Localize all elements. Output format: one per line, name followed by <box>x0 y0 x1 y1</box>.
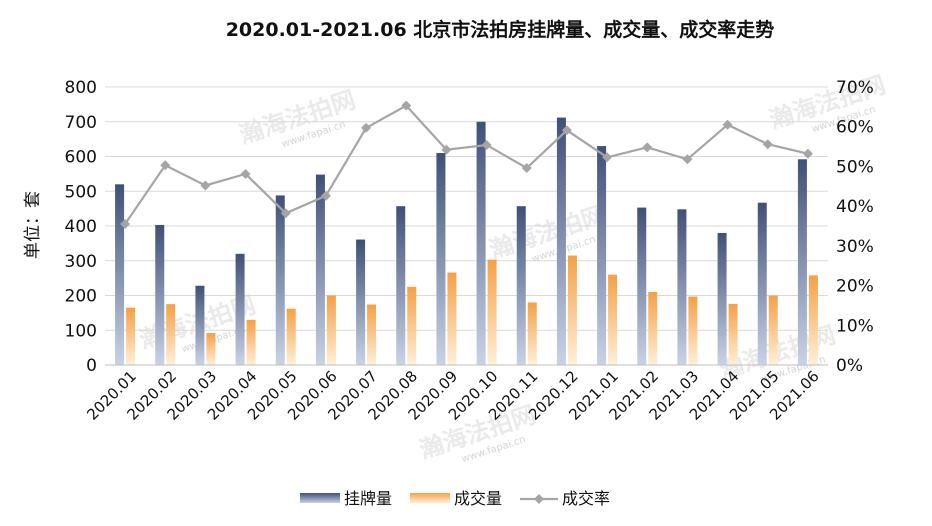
y-left-tick-label: 500 <box>65 182 97 202</box>
bar-deal <box>407 286 417 365</box>
y-left-tick-label: 200 <box>65 287 97 307</box>
rate-point <box>642 142 653 153</box>
bar-listing <box>677 209 687 365</box>
rate-point <box>521 163 532 174</box>
bar-listing <box>516 206 526 365</box>
bar-deal <box>166 304 176 365</box>
rate-point <box>722 119 733 130</box>
bar-deal <box>608 274 618 365</box>
bar-deal <box>206 333 216 365</box>
rate-point <box>682 154 693 165</box>
y-right-tick-label: 30% <box>836 237 874 257</box>
rate-point <box>320 190 331 201</box>
rate-point <box>802 148 813 159</box>
bar-deal <box>286 308 296 365</box>
rate-point <box>602 152 613 163</box>
bar-listing <box>396 206 406 365</box>
rate-line-path <box>124 104 809 225</box>
bar-listing <box>155 224 165 365</box>
rate-point <box>240 168 251 179</box>
bar-deal <box>567 255 577 365</box>
y-right-tick-label: 70% <box>836 78 874 98</box>
legend-swatch <box>300 493 340 503</box>
bar-deal <box>728 303 738 365</box>
rate-point <box>160 160 171 171</box>
legend-label: 挂牌量 <box>344 489 392 508</box>
y-left-tick-label: 800 <box>65 78 97 98</box>
bar-listing <box>757 202 767 365</box>
bar-listing <box>556 117 566 365</box>
bar-deal <box>326 295 336 365</box>
rate-point <box>481 139 492 150</box>
rate-point <box>280 208 291 219</box>
legend-marker <box>534 494 544 504</box>
bar-listing <box>476 121 486 365</box>
bar-listing <box>436 153 446 365</box>
rate-point <box>762 139 773 150</box>
bar-deal <box>126 307 136 365</box>
bar-listing <box>637 207 647 365</box>
bar-listing <box>235 253 245 365</box>
legend-label: 成交量 <box>454 489 502 508</box>
bar-deal <box>808 275 818 365</box>
y-right-tick-label: 0% <box>836 356 863 376</box>
y-left-tick-label: 600 <box>65 148 97 168</box>
bar-deal <box>367 304 377 365</box>
bar-listing <box>115 184 125 365</box>
y-left-tick-label: 100 <box>65 321 97 341</box>
bar-deal <box>768 295 778 365</box>
bar-listing <box>797 159 807 365</box>
y-right-tick-label: 20% <box>836 277 874 297</box>
bar-deal <box>648 292 658 365</box>
y-left-tick-label: 700 <box>65 113 97 133</box>
bar-listing <box>275 195 285 365</box>
legend: 挂牌量 成交量 成交率 <box>300 489 610 508</box>
y-left-tick-label: 400 <box>65 217 97 237</box>
y-axis-label: 单位：套 <box>23 191 43 259</box>
bar-listing <box>356 239 366 365</box>
rate-point <box>361 122 372 133</box>
chart-title: 2020.01-2021.06 北京市法拍房挂牌量、成交量、成交率走势 <box>226 18 775 41</box>
bar-deal <box>447 272 457 365</box>
bar-listing <box>195 285 205 365</box>
y-right-tick-label: 10% <box>836 316 874 336</box>
bar-listing <box>315 174 325 365</box>
bar-deal <box>688 296 698 365</box>
bar-listing <box>597 146 607 365</box>
rate-point <box>401 100 412 111</box>
gridlines <box>105 86 828 331</box>
rate-point <box>441 144 452 155</box>
legend-label: 成交率 <box>562 489 610 508</box>
bars <box>115 117 818 365</box>
rate-point <box>561 125 572 136</box>
bar-listing <box>717 232 727 365</box>
y-left-tick-label: 300 <box>65 252 97 272</box>
y-right-tick-label: 60% <box>836 118 874 138</box>
bar-deal <box>487 259 497 365</box>
rate-point <box>120 219 131 230</box>
y-right-tick-label: 40% <box>836 197 874 217</box>
y-left-tick-label: 0 <box>86 356 97 376</box>
bar-deal <box>527 302 537 365</box>
rate-line <box>120 100 813 230</box>
rate-point <box>200 180 211 191</box>
bar-deal <box>246 319 256 365</box>
y-right-tick-label: 50% <box>836 157 874 177</box>
legend-swatch <box>410 493 450 503</box>
